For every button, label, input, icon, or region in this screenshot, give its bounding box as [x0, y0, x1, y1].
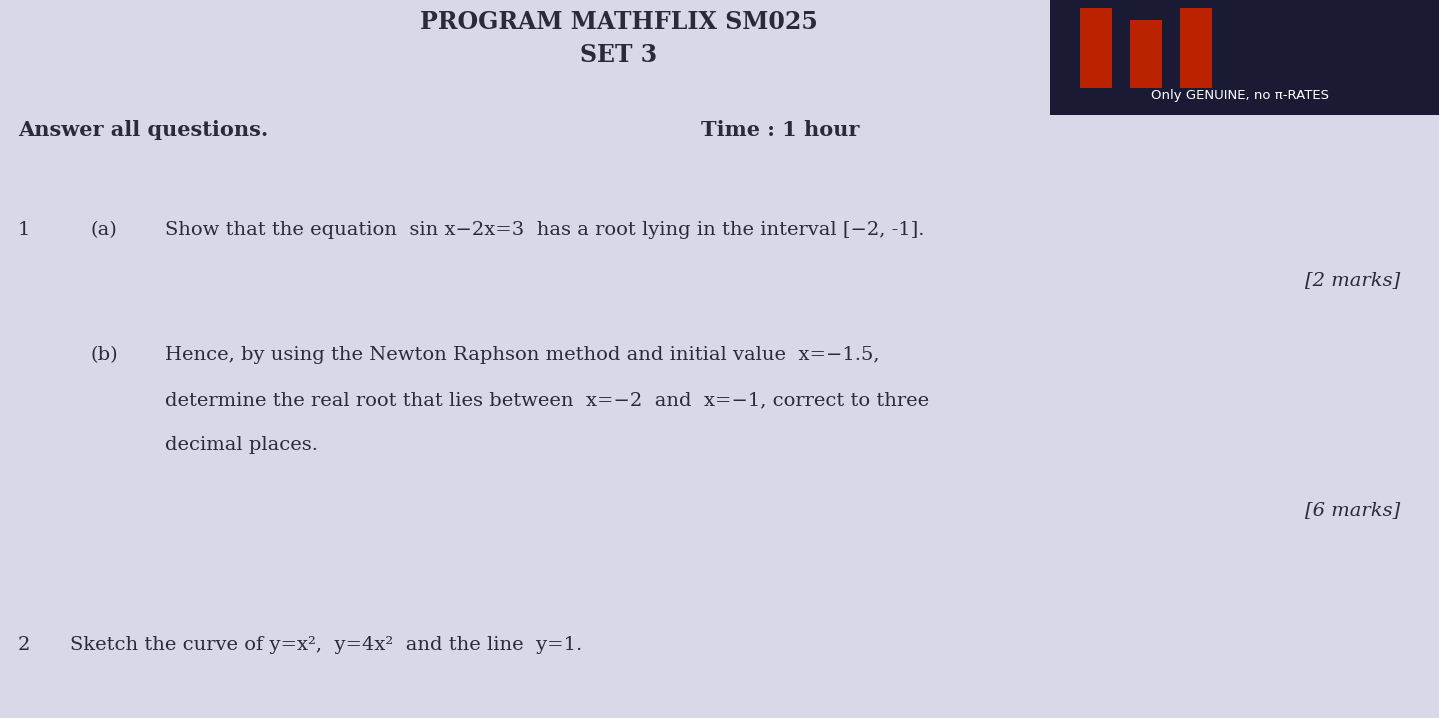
- Text: (a): (a): [91, 221, 117, 239]
- Text: (b): (b): [91, 346, 118, 364]
- Bar: [1130, 20, 1163, 88]
- Text: Hence, by using the Newton Raphson method and initial value  x=−1.5,: Hence, by using the Newton Raphson metho…: [165, 346, 879, 364]
- Text: Answer all questions.: Answer all questions.: [19, 120, 268, 140]
- Bar: [1180, 8, 1212, 88]
- Text: [2 marks]: [2 marks]: [1305, 271, 1400, 289]
- Text: determine the real root that lies between  x=−2  and  x=−1, correct to three: determine the real root that lies betwee…: [165, 391, 930, 409]
- Bar: [1081, 8, 1112, 88]
- Text: 2: 2: [19, 636, 30, 654]
- Text: Sketch the curve of y=x²,  y=4x²  and the line  y=1.: Sketch the curve of y=x², y=4x² and the …: [71, 636, 583, 654]
- Text: 1: 1: [19, 221, 30, 239]
- Text: [6 marks]: [6 marks]: [1305, 501, 1400, 519]
- Text: decimal places.: decimal places.: [165, 436, 318, 454]
- Text: PROGRAM MATHFLIX SM025: PROGRAM MATHFLIX SM025: [420, 10, 817, 34]
- Text: Only GENUINE, no π-RATES: Only GENUINE, no π-RATES: [1151, 88, 1330, 101]
- Text: Show that the equation  sin x−2x=3  has a root lying in the interval [−2, -1].: Show that the equation sin x−2x=3 has a …: [165, 221, 924, 239]
- Bar: [1050, 0, 1439, 115]
- Text: Time : 1 hour: Time : 1 hour: [701, 120, 859, 140]
- Text: SET 3: SET 3: [580, 43, 658, 67]
